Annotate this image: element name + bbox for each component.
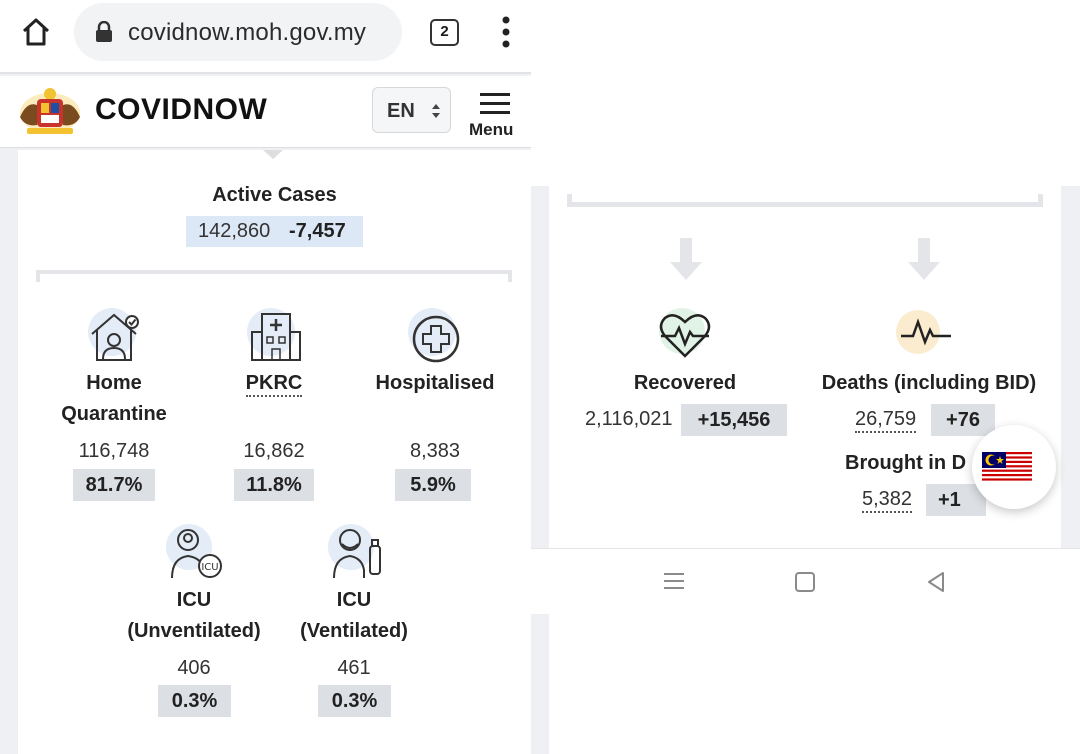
- right-gutter-left: [531, 186, 549, 548]
- ventilator-patient-icon: [333, 529, 381, 579]
- recovered-label: Recovered: [633, 372, 737, 394]
- lock-icon: [96, 21, 112, 42]
- site-header: COVIDNOW EN Menu: [0, 76, 549, 148]
- icu-patient-icon: ICU: [171, 529, 222, 579]
- medical-cross-icon: [412, 315, 460, 363]
- split-divider-right-tick: [508, 270, 512, 282]
- right-gutter-right: [1061, 186, 1080, 548]
- heartbeat-icon: [659, 314, 711, 358]
- recovered-delta: +15,456: [681, 404, 787, 436]
- address-bar[interactable]: covidnow.moh.gov.my: [74, 3, 402, 61]
- pkrc-percent: 11.8%: [234, 469, 314, 501]
- pkrc-label-text[interactable]: PKRC: [245, 372, 303, 397]
- svg-text:ICU: ICU: [201, 562, 218, 573]
- more-vert-icon[interactable]: [498, 14, 514, 50]
- deaths-label: Deaths (including BID): [821, 372, 1037, 394]
- icu-unventilated-value: 406: [177, 657, 211, 679]
- malaysia-flag-icon: [982, 452, 1032, 482]
- icu-unventilated-label-2: (Unventilated): [127, 620, 261, 642]
- hospitalised-value: 8,383: [409, 440, 461, 462]
- language-value: EN: [387, 100, 415, 122]
- home-icon[interactable]: [20, 16, 52, 48]
- split-divider-left-tick: [36, 270, 40, 282]
- outcome-divider-left-tick: [567, 194, 572, 207]
- icu-unventilated-percent: 0.3%: [158, 685, 231, 717]
- recovered-value: 2,116,021: [585, 408, 673, 430]
- home-quarantine-percent: 81.7%: [73, 469, 155, 501]
- tab-switcher-button[interactable]: 2: [430, 19, 459, 46]
- language-select[interactable]: EN: [372, 87, 451, 133]
- bid-value-text[interactable]: 5,382: [862, 488, 913, 513]
- hospital-building-icon: [251, 313, 301, 361]
- deaths-delta: +76: [931, 404, 995, 436]
- active-cases-value: 142,860: [198, 220, 271, 242]
- arrow-down-icon: [670, 238, 702, 280]
- recent-apps-icon[interactable]: [663, 571, 685, 591]
- pkrc-label: PKRC: [194, 368, 354, 399]
- split-divider: [36, 270, 512, 274]
- active-cases-label: Active Cases: [212, 184, 337, 206]
- house-person-icon: [91, 313, 139, 361]
- active-cases-card: Active Cases 142,860 -7,457 Home Quarant…: [18, 150, 531, 754]
- active-cases-chip: 142,860 -7,457: [186, 216, 363, 247]
- active-cases-delta: -7,457: [289, 220, 346, 242]
- home-quarantine-label-1: Home: [86, 372, 142, 394]
- pkrc-value: 16,862: [243, 440, 305, 462]
- bid-value: 5,382: [862, 488, 913, 513]
- icu-ventilated-value: 461: [337, 657, 371, 679]
- bid-label: Brought in D: [845, 452, 967, 474]
- hospitalised-percent: 5.9%: [395, 469, 471, 501]
- site-title[interactable]: COVIDNOW: [95, 93, 268, 126]
- home-nav-icon[interactable]: [794, 571, 816, 593]
- icu-ventilated-label-2: (Ventilated): [300, 620, 408, 642]
- menu-button[interactable]: Menu: [466, 90, 522, 142]
- home-quarantine-label-2: Quarantine: [61, 403, 167, 425]
- icu-unventilated-label-1: ICU: [176, 589, 212, 611]
- deaths-value: 26,759: [855, 408, 917, 433]
- malaysia-coat-of-arms-logo: [20, 88, 80, 134]
- android-nav-bar: [531, 548, 1080, 614]
- bid-delta: +1: [926, 484, 986, 516]
- home-quarantine-value: 116,748: [78, 440, 150, 462]
- url-text: covidnow.moh.gov.my: [128, 19, 367, 46]
- browser-toolbar: covidnow.moh.gov.my 2: [0, 0, 549, 74]
- outcome-divider-right-tick: [1038, 194, 1043, 207]
- deaths-icon-bg: [896, 310, 940, 354]
- icu-ventilated-percent: 0.3%: [318, 685, 391, 717]
- pulse-icon: [901, 318, 951, 346]
- back-nav-icon[interactable]: [925, 571, 947, 593]
- hamburger-icon: [480, 93, 510, 114]
- language-flag-button[interactable]: [972, 425, 1056, 509]
- icu-ventilated-label-1: ICU: [336, 589, 372, 611]
- deaths-value-text[interactable]: 26,759: [855, 408, 917, 433]
- hospitalised-label: Hospitalised: [375, 372, 495, 394]
- outcomes-card: Recovered 2,116,021 +15,456 Deaths (incl…: [549, 186, 1080, 548]
- connector-notch: [263, 150, 283, 159]
- menu-label: Menu: [469, 120, 514, 139]
- sort-arrows-icon: [432, 104, 440, 118]
- arrow-down-icon: [908, 238, 940, 280]
- outcome-divider: [567, 202, 1043, 207]
- right-bottom-gutter: [531, 614, 549, 754]
